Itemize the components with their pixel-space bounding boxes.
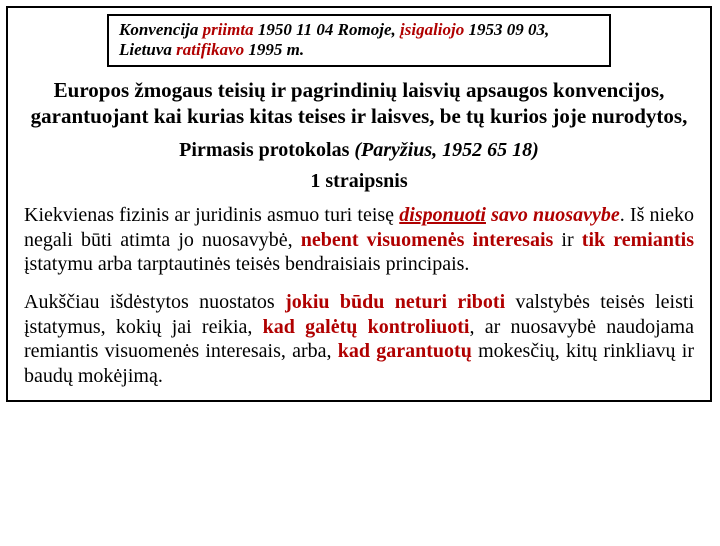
paragraph-2: Aukščiau išdėstytos nuostatos jokiu būdu…	[24, 290, 694, 388]
banner-text: Konvencija	[119, 20, 203, 39]
p1-savo-nuosavybe: savo nuosavybe	[486, 204, 620, 226]
p2-text: Aukščiau išdėstytos nuostatos	[24, 291, 285, 313]
p2-kad-garantuotu: kad garantuotų	[338, 340, 472, 362]
banner-text: 1950 11 04 Romoje,	[254, 20, 400, 39]
banner-isigaliojo: įsigaliojo	[400, 20, 464, 39]
p1-text: Kiekvienas fizinis ar juridinis asmuo tu…	[24, 204, 399, 226]
protocol-title: Pirmasis protokolas (Paryžius, 1952 65 1…	[22, 139, 696, 162]
convention-title: Europos žmogaus teisių ir pagrindinių la…	[26, 77, 692, 130]
protocol-title-text: Pirmasis protokolas	[179, 139, 354, 161]
banner-priimta: priimta	[203, 20, 254, 39]
p2-kad-kontroliuoti: kad galėtų kontroliuoti	[263, 316, 470, 338]
p2-jokiu-budu: jokiu būdu neturi riboti	[285, 291, 505, 313]
p1-disponuoti: disponuoti	[399, 204, 486, 226]
banner-text: 1953 09 03,	[464, 20, 549, 39]
banner-text: Lietuva	[119, 40, 176, 59]
banner-text: 1995 m.	[244, 40, 304, 59]
banner-ratifikavo: ratifikavo	[176, 40, 244, 59]
p1-nebent: nebent visuomenės interesais	[301, 229, 554, 251]
document-frame: Konvencija priimta 1950 11 04 Romoje, įs…	[6, 6, 712, 402]
p1-tik-remiantis: tik remiantis	[582, 229, 694, 251]
paragraph-1: Kiekvienas fizinis ar juridinis asmuo tu…	[24, 203, 694, 276]
article-number: 1 straipsnis	[22, 170, 696, 193]
p1-text: įstatymu arba tarptautinės teisės bendra…	[24, 253, 469, 275]
p1-text: ir	[553, 229, 581, 251]
adoption-banner: Konvencija priimta 1950 11 04 Romoje, įs…	[107, 14, 611, 67]
protocol-paren: (Paryžius, 1952 65 18)	[354, 139, 538, 161]
